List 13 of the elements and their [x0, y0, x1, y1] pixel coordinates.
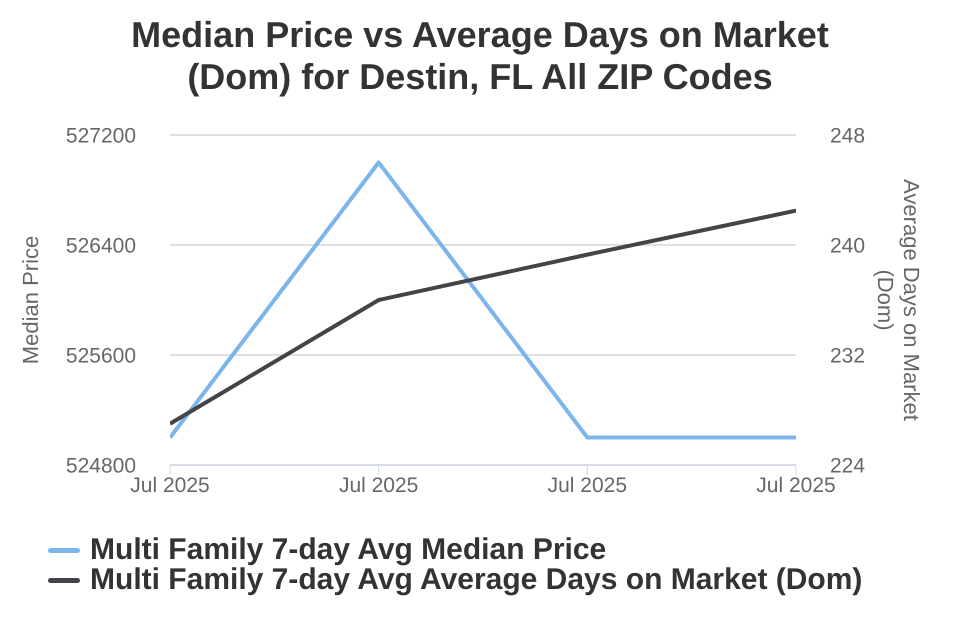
legend-label: Multi Family 7-day Avg Median Price — [90, 533, 606, 566]
x-tick-label: Jul 2025 — [548, 474, 628, 497]
y-tick-label: 525600 — [66, 344, 136, 368]
x-tick-label: Jul 2025 — [338, 474, 418, 497]
line-series — [170, 208, 796, 426]
y-tick-label: 527200 — [66, 124, 136, 148]
y2-tick-label: 232 — [830, 344, 866, 368]
y2-tick-label: 248 — [830, 124, 866, 148]
y2-tick-label: 240 — [830, 234, 866, 258]
y-tick-label: 526400 — [66, 234, 136, 258]
y2-axis-title: Average Days on Market (Dom) — [873, 179, 924, 421]
y-axis-title: Median Price — [18, 236, 43, 364]
chart-title: Median Price vs Average Days on Market (Dom) for Destin, FL All ZIP Codes — [130, 13, 830, 99]
